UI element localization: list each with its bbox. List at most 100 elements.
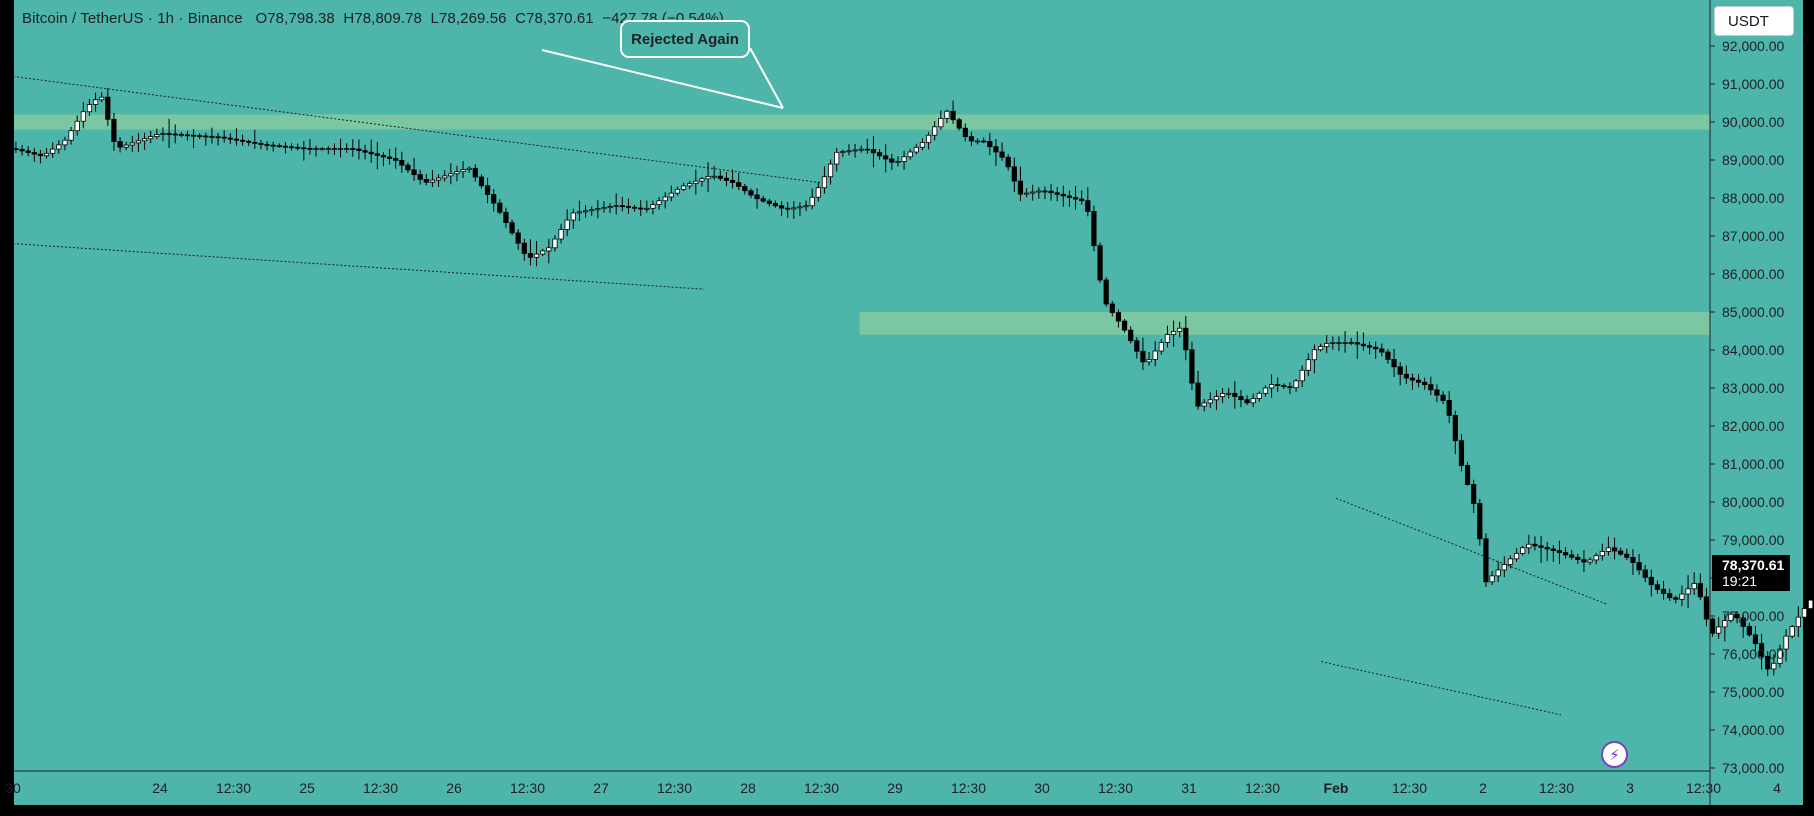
candle-91 [570, 208, 576, 229]
candle-body [1213, 396, 1220, 401]
candle-178 [1103, 277, 1109, 307]
price-tick-label: 77,000.00 [1722, 608, 1784, 624]
candle-40 [258, 140, 264, 150]
candle-183 [1134, 337, 1140, 359]
candle-body [301, 147, 307, 150]
candle-body [717, 175, 723, 179]
candle-158 [981, 137, 987, 144]
candle-body [209, 135, 215, 138]
candle-261 [1611, 537, 1618, 560]
candle-258 [1593, 552, 1599, 565]
candle-121 [754, 188, 760, 209]
candle-141 [876, 149, 883, 160]
candle-body [491, 194, 497, 204]
candle-body [448, 173, 454, 177]
candle-body [1630, 556, 1636, 563]
candle-body [1134, 340, 1140, 352]
candle-7 [56, 140, 62, 154]
candle-body [484, 185, 491, 195]
candle-body [515, 232, 521, 244]
candle-272 [1679, 585, 1685, 607]
price-tick-label: 76,000.00 [1722, 646, 1784, 662]
candle-209 [1293, 378, 1299, 392]
candle-body [846, 150, 852, 153]
candle-body [644, 207, 650, 210]
candle-body [1232, 392, 1238, 397]
candle-body [1305, 359, 1311, 371]
candle-136 [846, 144, 852, 156]
candle-229 [1415, 374, 1422, 388]
candle-body [1599, 551, 1605, 557]
candle-164 [1017, 166, 1024, 202]
candle-279 [1722, 613, 1728, 642]
candle-214 [1324, 335, 1330, 354]
currency-button[interactable]: USDT [1714, 6, 1794, 36]
candle-body [1158, 342, 1164, 352]
candle-49 [313, 145, 319, 157]
candle-32 [209, 127, 215, 144]
bottom-border [0, 805, 1814, 816]
candle-body [944, 110, 950, 119]
candle-body [1397, 366, 1403, 375]
price-tick-label: 84,000.00 [1722, 342, 1784, 358]
candle-body [803, 205, 809, 208]
time-tick-label: 12:30 [657, 780, 692, 796]
legend-symbol[interactable]: Bitcoin / TetherUS · 1h · Binance [22, 10, 243, 27]
candle-27 [178, 132, 184, 138]
candle-283 [1746, 622, 1752, 637]
candle-144 [895, 156, 901, 167]
candle-body [870, 149, 877, 154]
candle-248 [1532, 536, 1538, 551]
candle-99 [619, 197, 625, 212]
candle-269 [1660, 580, 1667, 601]
candle-154 [956, 117, 962, 131]
candle-body [613, 205, 619, 208]
candle-82 [515, 229, 521, 250]
time-tick-label: 12:30 [216, 780, 251, 796]
candle-198 [1226, 388, 1232, 399]
candle-238 [1471, 479, 1477, 513]
candle-143 [889, 153, 895, 170]
candle-237 [1464, 461, 1471, 486]
candle-51 [325, 146, 331, 155]
candle-body [736, 182, 742, 187]
candle-148 [919, 138, 926, 151]
candle-219 [1354, 331, 1360, 359]
candle-body [754, 194, 760, 200]
candle-body [938, 117, 944, 128]
candle-body [1728, 613, 1734, 621]
candle-149 [925, 131, 932, 150]
candle-body [1324, 343, 1330, 347]
candle-body [1722, 620, 1728, 628]
time-tick-label: 4 [1773, 780, 1781, 796]
candle-233 [1440, 391, 1446, 405]
candle-body [356, 148, 362, 152]
candle-50 [319, 146, 325, 151]
candle-body [141, 138, 148, 142]
candle-260 [1605, 536, 1612, 556]
candle-79 [497, 199, 503, 215]
candle-body [190, 134, 197, 137]
candle-55 [350, 139, 356, 157]
candle-body [1575, 556, 1581, 561]
lightning-icon[interactable]: ⚡ [1601, 741, 1628, 768]
candle-170 [1054, 187, 1060, 202]
candle-body [68, 130, 74, 141]
candle-body [1287, 386, 1293, 389]
candle-body [1795, 616, 1801, 628]
candle-242 [1495, 561, 1501, 582]
price-tick-label: 91,000.00 [1722, 76, 1784, 92]
rejected-again-callout[interactable]: Rejected Again [620, 20, 750, 58]
candle-107 [668, 185, 674, 202]
candle-289 [1783, 629, 1789, 662]
candle-body [1746, 625, 1752, 636]
candle-body [276, 145, 282, 148]
candle-body [368, 151, 374, 155]
candle-body [521, 242, 527, 254]
candle-body [423, 178, 429, 183]
candle-115 [717, 170, 723, 181]
candle-247 [1526, 534, 1532, 555]
candle-14 [99, 92, 105, 103]
candle-259 [1599, 543, 1605, 561]
